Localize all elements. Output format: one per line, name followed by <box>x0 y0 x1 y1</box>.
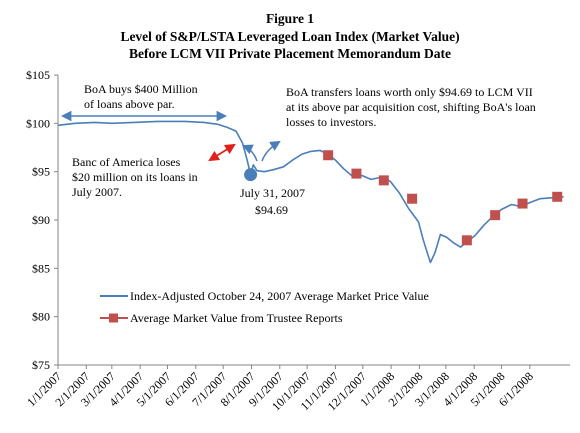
y-tick-label: $85 <box>32 261 50 275</box>
y-tick-label: $75 <box>32 358 50 372</box>
y-tick-label: $100 <box>26 116 50 130</box>
series-trustee-markers <box>323 150 563 246</box>
point-label-date: July 31, 2007 <box>240 186 305 200</box>
trustee-marker <box>323 150 334 161</box>
chart-subtitle-line-1: Level of S&P/LSTA Leveraged Loan Index (… <box>120 29 459 44</box>
annotation-banc-loses-line-1: Banc of America loses <box>72 155 181 169</box>
y-tick-label: $90 <box>32 213 50 227</box>
index-line-path <box>57 120 564 264</box>
annotation-boa-transfers-line-3: losses to investors. <box>286 115 376 129</box>
annotation-boa-transfers-line-2: at its above par acquisition cost, shift… <box>286 100 536 114</box>
trustee-marker <box>490 210 501 221</box>
annotation-boa-transfers-line-1: BoA transfers loans worth only $94.69 to… <box>286 85 533 99</box>
annotation-curved-arrow-left <box>242 144 258 162</box>
trustee-marker <box>407 193 418 204</box>
annotation-boa-buys-line-1: BoA buys $400 Million <box>84 82 198 96</box>
trustee-marker <box>378 175 389 186</box>
highlight-point <box>244 168 258 182</box>
annotation-banc-loses-line-2: $20 million on its loans in <box>72 170 198 184</box>
annotation-boa-buys-line-2: of loans above par. <box>84 97 175 111</box>
legend: Index-Adjusted October 24, 2007 Average … <box>100 289 429 325</box>
legend-label-trustee: Average Market Value from Trustee Report… <box>130 311 343 325</box>
trustee-marker <box>552 191 563 202</box>
annotation-loss-arrow <box>208 143 236 162</box>
y-tick-label: $105 <box>26 68 50 82</box>
y-tick-label: $95 <box>32 165 50 179</box>
highlight-point-group <box>244 168 258 182</box>
y-axis-ticks: $105 $100 $95 $90 $85 $80 $75 <box>26 68 58 372</box>
x-axis-ticks: 1/1/20072/1/20073/1/20074/1/20075/1/2007… <box>24 365 536 414</box>
annotation-curved-arrow-right <box>261 140 281 162</box>
trustee-marker <box>351 168 362 179</box>
series-index-line <box>57 120 564 264</box>
y-tick-label: $80 <box>32 310 50 324</box>
trustee-marker <box>461 235 472 246</box>
legend-marker-swatch <box>109 313 118 323</box>
chart-subtitle-line-2: Before LCM VII Private Placement Memoran… <box>129 46 451 61</box>
chart-title: Figure 1 <box>266 11 314 26</box>
trustee-marker <box>517 198 528 209</box>
legend-label-index: Index-Adjusted October 24, 2007 Average … <box>130 289 429 303</box>
annotation-banc-loses-line-3: July 2007. <box>72 185 122 199</box>
point-label-value: $94.69 <box>255 203 288 217</box>
